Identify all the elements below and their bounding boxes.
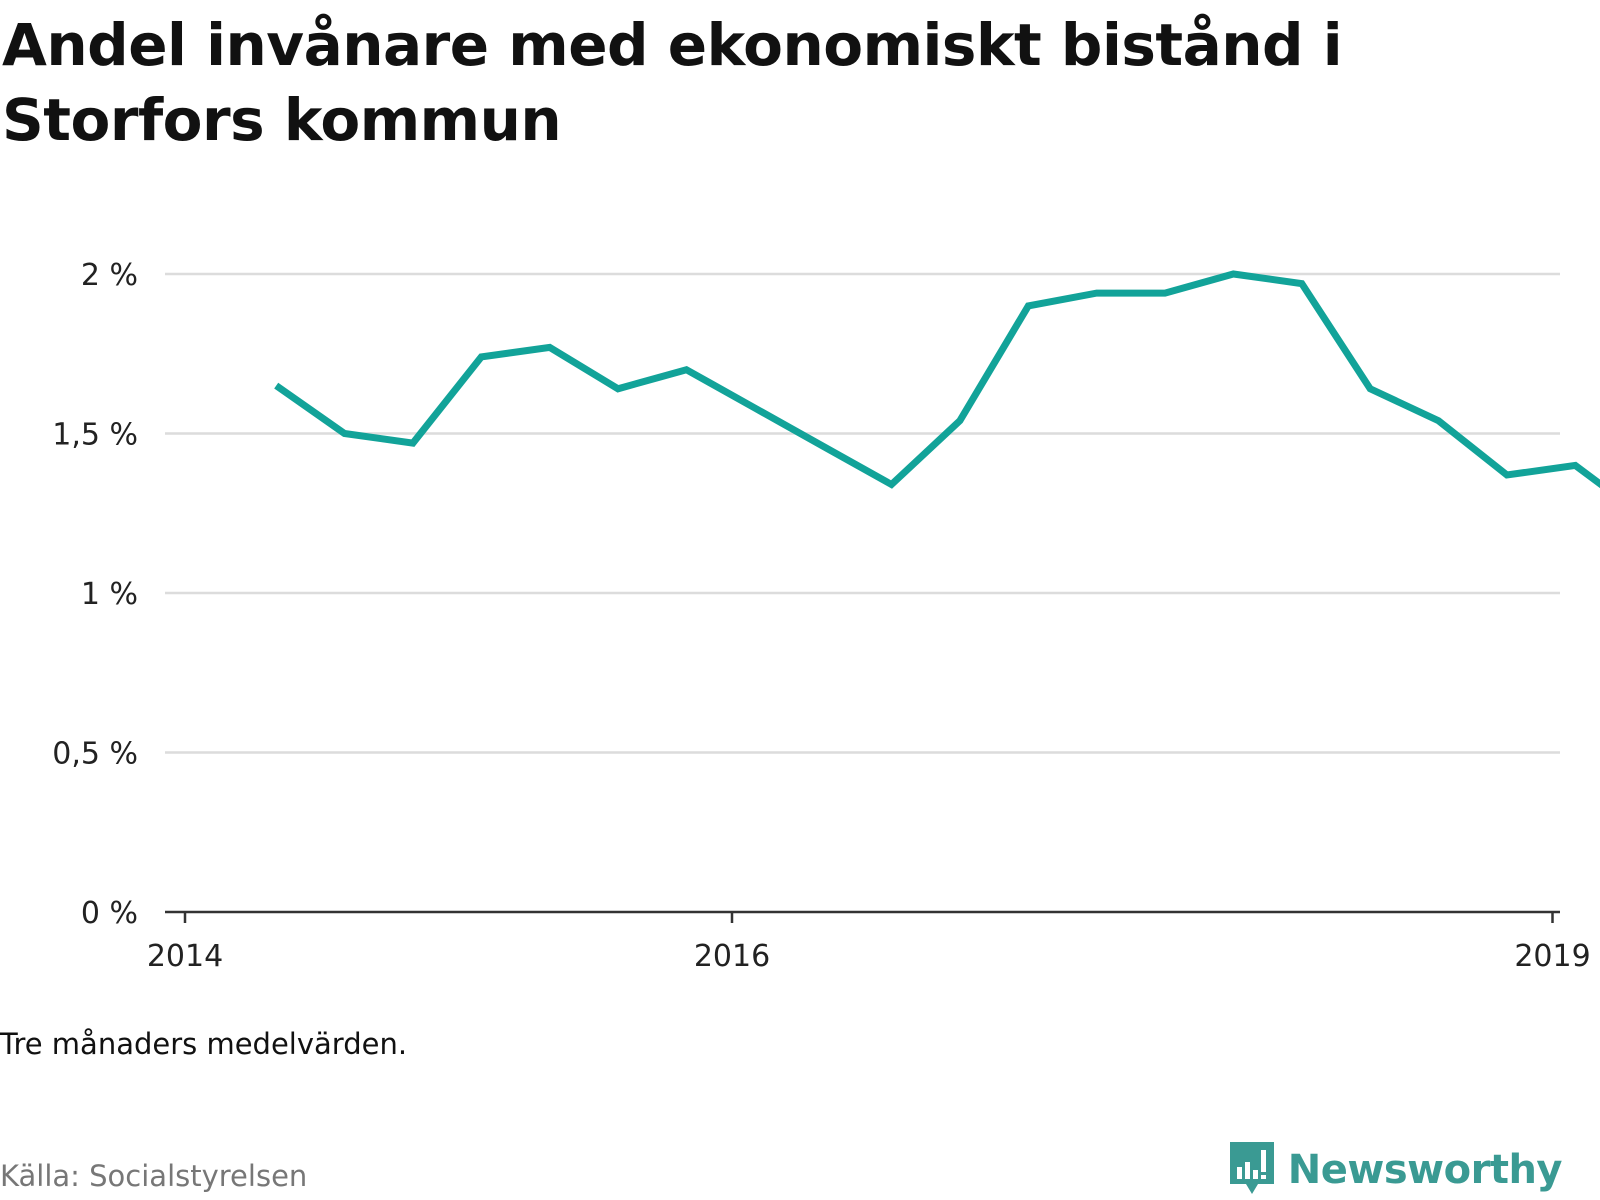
brand-name: Newsworthy — [1287, 1147, 1563, 1193]
y-tick-label: 2 % — [81, 258, 138, 293]
line-chart: 0 %0,5 %1 %1,5 %2 % 20142016201920212023 — [52, 258, 1600, 974]
chart-note: Tre månaders medelvärden. — [0, 1027, 408, 1061]
source-label: Källa: Socialstyrelsen — [0, 1159, 308, 1193]
gridlines — [165, 272, 1560, 754]
x-tick-label: 2016 — [694, 939, 770, 974]
x-tick-label: 2014 — [147, 939, 223, 974]
x-axis: 20142016201920212023 — [147, 910, 1591, 974]
x-tick-label: 2019 — [1514, 939, 1590, 974]
chart-bubble-icon — [1229, 1142, 1274, 1194]
y-tick-label: 1,5 % — [52, 418, 138, 453]
y-axis-labels: 0 % 0,5 % 1 % 1,5 % 2 % — [52, 258, 138, 931]
newsworthy-logo: Newsworthy — [1228, 1140, 1563, 1200]
y-tick-label: 1 % — [81, 577, 138, 612]
chart-title: Andel invånare med ekonomiskt bistånd i … — [2, 11, 1343, 154]
y-tick-label: 0,5 % — [52, 737, 138, 772]
series-layer — [274, 270, 1600, 489]
y-tick-label: 0 % — [81, 896, 138, 931]
series-line — [274, 270, 1600, 489]
